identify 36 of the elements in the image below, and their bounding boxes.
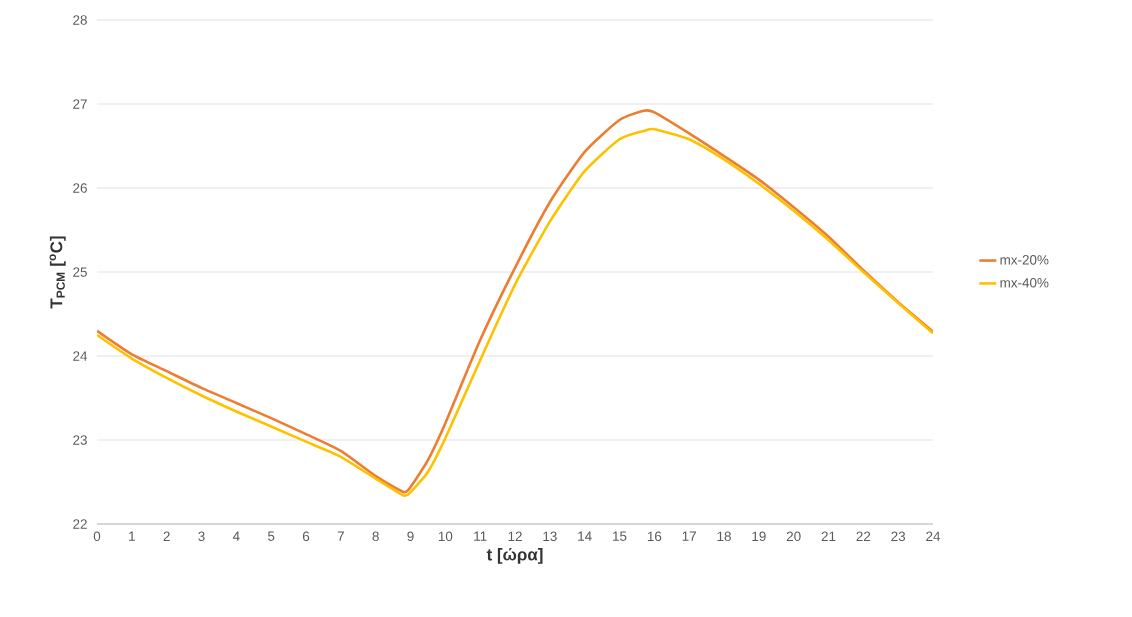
x-tick-label: 21 — [821, 531, 836, 541]
x-tick-label: 11 — [474, 531, 487, 541]
x-tick-label: 12 — [508, 531, 522, 541]
x-tick-label: 13 — [543, 531, 557, 542]
x-tick-label: 20 — [786, 531, 801, 542]
y-tick-label: 28 — [73, 15, 87, 25]
x-tick-label: 4 — [232, 531, 240, 541]
x-tick-label: 10 — [438, 531, 453, 542]
y-tick-label: 22 — [73, 519, 87, 529]
x-tick-label: 23 — [891, 531, 906, 542]
y-tick-label: 26 — [73, 183, 87, 193]
x-tick-label: 19 — [752, 531, 766, 542]
y-tick-label: 25 — [73, 267, 87, 277]
y-tick-label: 27 — [73, 99, 87, 109]
legend-label: mx-40% — [1000, 277, 1049, 288]
x-tick-label: 9 — [407, 531, 414, 542]
x-tick-label: 2 — [163, 531, 170, 541]
x-tick-label: 15 — [613, 531, 627, 541]
legend-label: mx-20% — [1000, 255, 1049, 265]
x-tick-label: 18 — [717, 531, 731, 542]
x-tick-label: 6 — [302, 531, 310, 542]
x-tick-label: 17 — [682, 531, 696, 541]
x-tick-label: 14 — [578, 531, 592, 541]
y-tick-label: 24 — [73, 351, 88, 361]
x-axis-title: t [ώρα] — [486, 547, 543, 564]
x-tick-label: 1 — [129, 531, 135, 541]
x-tick-label: 24 — [926, 531, 941, 541]
x-tick-label: 7 — [337, 531, 344, 541]
x-tick-label: 8 — [372, 531, 379, 542]
x-tick-label: 22 — [856, 531, 871, 541]
x-tick-label: 16 — [647, 531, 662, 542]
x-tick-label: 5 — [267, 531, 275, 541]
text: T$_{PCM}$ [$^{o}$C] — [49, 236, 66, 309]
x-tick-label: 0 — [93, 531, 101, 542]
y-tick-label: 23 — [73, 435, 87, 445]
x-tick-label: 3 — [198, 531, 205, 542]
